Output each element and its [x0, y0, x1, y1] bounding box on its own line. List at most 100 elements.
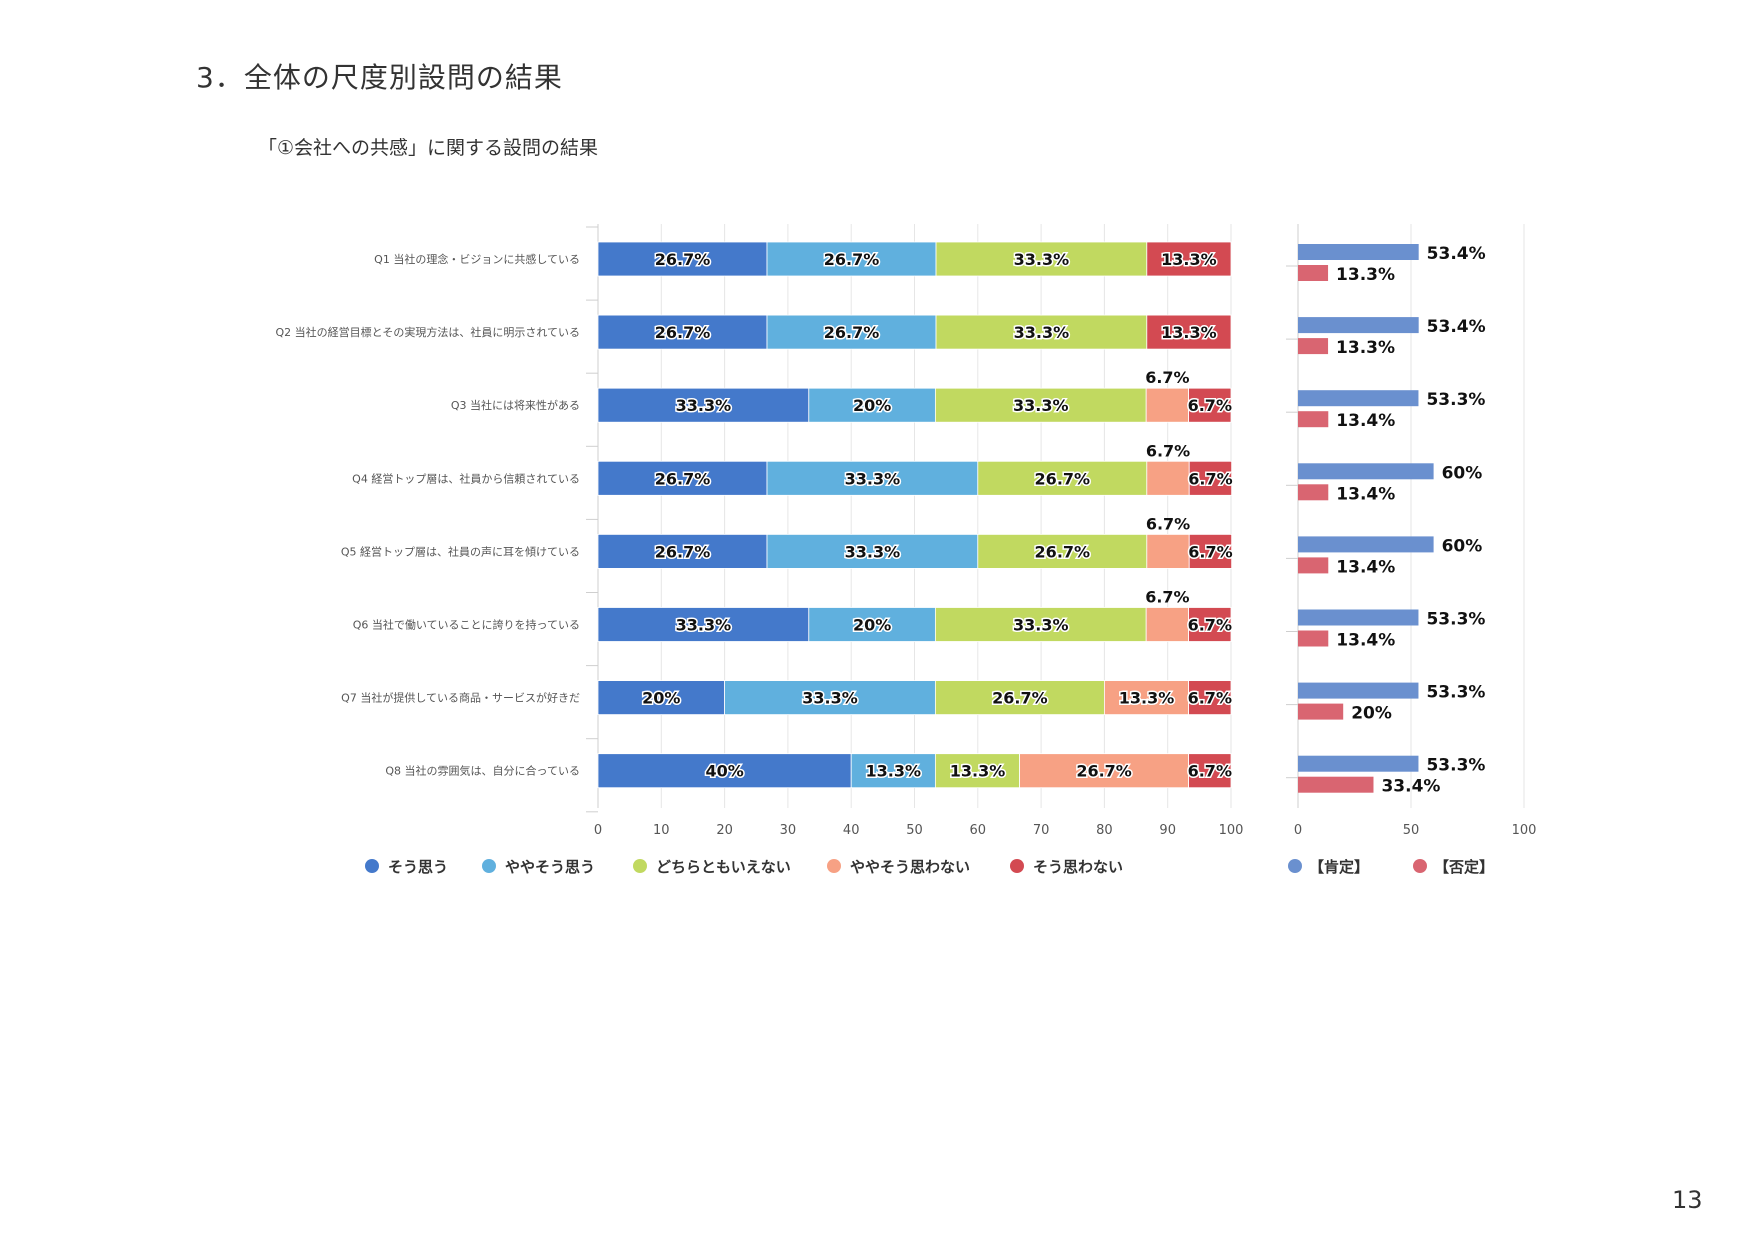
bar-data-label: 6.7% — [1145, 368, 1189, 387]
bar-segment — [1146, 241, 1232, 277]
side-x-tick-label: 100 — [1512, 823, 1537, 838]
side-bar-data-label: 13.4% — [1336, 557, 1395, 577]
bar-data-label: 26.7% — [655, 323, 711, 342]
bar-segment — [597, 387, 810, 423]
main-x-tick-label: 80 — [1096, 823, 1113, 838]
side-bar — [1298, 776, 1374, 793]
side-bar — [1298, 338, 1329, 355]
bar-data-label: 26.7% — [1076, 762, 1132, 781]
bar-segment — [977, 460, 1148, 496]
legend-label: そう思わない — [1033, 858, 1123, 876]
side-bar — [1298, 609, 1419, 626]
side-bar-data-label: 13.4% — [1336, 631, 1395, 651]
bar-data-label: 6.7% — [1146, 514, 1190, 533]
side-bar-data-label: 53.3% — [1426, 683, 1485, 703]
bar-data-label: 33.3% — [802, 689, 858, 708]
side-bar — [1298, 317, 1419, 334]
bar-segment — [1188, 753, 1232, 789]
side-bar — [1298, 411, 1329, 428]
bar-data-label: 13.3% — [950, 762, 1006, 781]
side-bar — [1298, 703, 1344, 720]
page-title: 3．全体の尺度別設問の結果 — [196, 61, 563, 94]
side-bar — [1298, 265, 1329, 281]
bar-data-label: 33.3% — [1014, 323, 1070, 342]
side-bar-data-label: 53.3% — [1426, 390, 1485, 410]
category-label: Q1 当社の理念・ビジョンに共感している — [374, 252, 580, 266]
bar-data-label: 33.3% — [1013, 396, 1069, 415]
legend-label: ややそう思わない — [850, 858, 970, 876]
bar-segment — [850, 753, 936, 789]
bar-segment — [1188, 460, 1233, 496]
legend-marker — [827, 859, 841, 873]
side-bar — [1298, 463, 1434, 480]
category-label: Q6 当社で働いていることに誇りを持っている — [353, 618, 580, 632]
legend-marker — [482, 859, 496, 873]
bar-segment — [1145, 607, 1189, 642]
legend-marker — [365, 859, 379, 873]
main-x-tick-label: 100 — [1219, 823, 1244, 838]
side-bar-data-label: 13.4% — [1336, 411, 1395, 431]
bar-data-label: 33.3% — [1013, 616, 1069, 635]
bar-segment — [1188, 607, 1232, 642]
side-bar — [1298, 682, 1419, 699]
bar-data-label: 20% — [853, 616, 891, 635]
bar-data-label: 26.7% — [992, 689, 1048, 708]
main-x-tick-label: 30 — [780, 823, 797, 838]
bar-segment — [1188, 387, 1232, 423]
legend-label: そう思う — [388, 858, 448, 876]
bar-data-label: 13.3% — [1119, 689, 1175, 708]
side-x-tick-label: 50 — [1403, 823, 1420, 838]
side-bar-data-label: 13.3% — [1336, 338, 1395, 358]
bar-segment — [1188, 534, 1233, 569]
bar-segment — [724, 680, 936, 715]
bar-segment — [1145, 387, 1189, 423]
category-label: Q3 当社には将来性がある — [451, 398, 580, 412]
bar-data-label: 26.7% — [1035, 469, 1091, 488]
bar-data-label: 6.7% — [1188, 689, 1232, 708]
side-x-tick-label: 0 — [1294, 823, 1302, 838]
legend-marker — [1288, 859, 1302, 873]
bar-data-label: 13.3% — [1161, 250, 1217, 269]
side-bar-data-label: 13.4% — [1336, 484, 1395, 504]
main-x-tick-label: 0 — [594, 823, 602, 838]
side-bar — [1298, 557, 1329, 574]
bar-segment — [1146, 460, 1190, 496]
category-label: Q4 経営トップ層は、社員から信頼されている — [352, 471, 580, 485]
main-x-tick-label: 20 — [716, 823, 733, 838]
main-x-tick-label: 40 — [843, 823, 860, 838]
bar-segment — [934, 607, 1147, 642]
bar-segment — [977, 534, 1148, 569]
bar-data-label: 6.7% — [1188, 762, 1232, 781]
side-bar — [1298, 536, 1434, 553]
bar-data-label: 20% — [853, 396, 891, 415]
category-label: Q2 当社の経営目標とその実現方法は、社員に明示されている — [276, 325, 581, 339]
bar-data-label: 6.7% — [1188, 396, 1232, 415]
bar-segment — [597, 680, 725, 715]
bar-data-label: 33.3% — [845, 469, 901, 488]
bar-segment — [1104, 680, 1189, 715]
bar-data-label: 13.3% — [1161, 323, 1217, 342]
bar-segment — [766, 460, 979, 496]
main-x-tick-label: 10 — [653, 823, 670, 838]
side-bar-data-label: 13.3% — [1336, 265, 1395, 285]
bar-data-label: 20% — [642, 689, 680, 708]
category-label: Q7 当社が提供している商品・サービスが好きだ — [341, 691, 580, 705]
bar-data-label: 26.7% — [1035, 542, 1091, 561]
side-bar-data-label: 53.4% — [1427, 317, 1486, 337]
bar-data-label: 26.7% — [655, 542, 711, 561]
side-bar — [1298, 484, 1329, 501]
bar-segment — [1146, 534, 1190, 569]
bar-data-label: 13.3% — [866, 762, 922, 781]
side-bar-data-label: 53.4% — [1427, 244, 1486, 264]
legend-label: どちらともいえない — [656, 858, 791, 876]
side-bar-data-label: 53.3% — [1426, 610, 1485, 630]
bar-data-label: 26.7% — [655, 250, 711, 269]
bar-segment — [934, 753, 1020, 789]
side-bar-data-label: 60% — [1442, 536, 1483, 556]
main-x-tick-label: 50 — [906, 823, 923, 838]
bar-segment — [766, 534, 979, 569]
bar-segment — [597, 241, 768, 277]
legend-label: ややそう思う — [505, 858, 595, 876]
side-bar-data-label: 60% — [1442, 463, 1483, 483]
